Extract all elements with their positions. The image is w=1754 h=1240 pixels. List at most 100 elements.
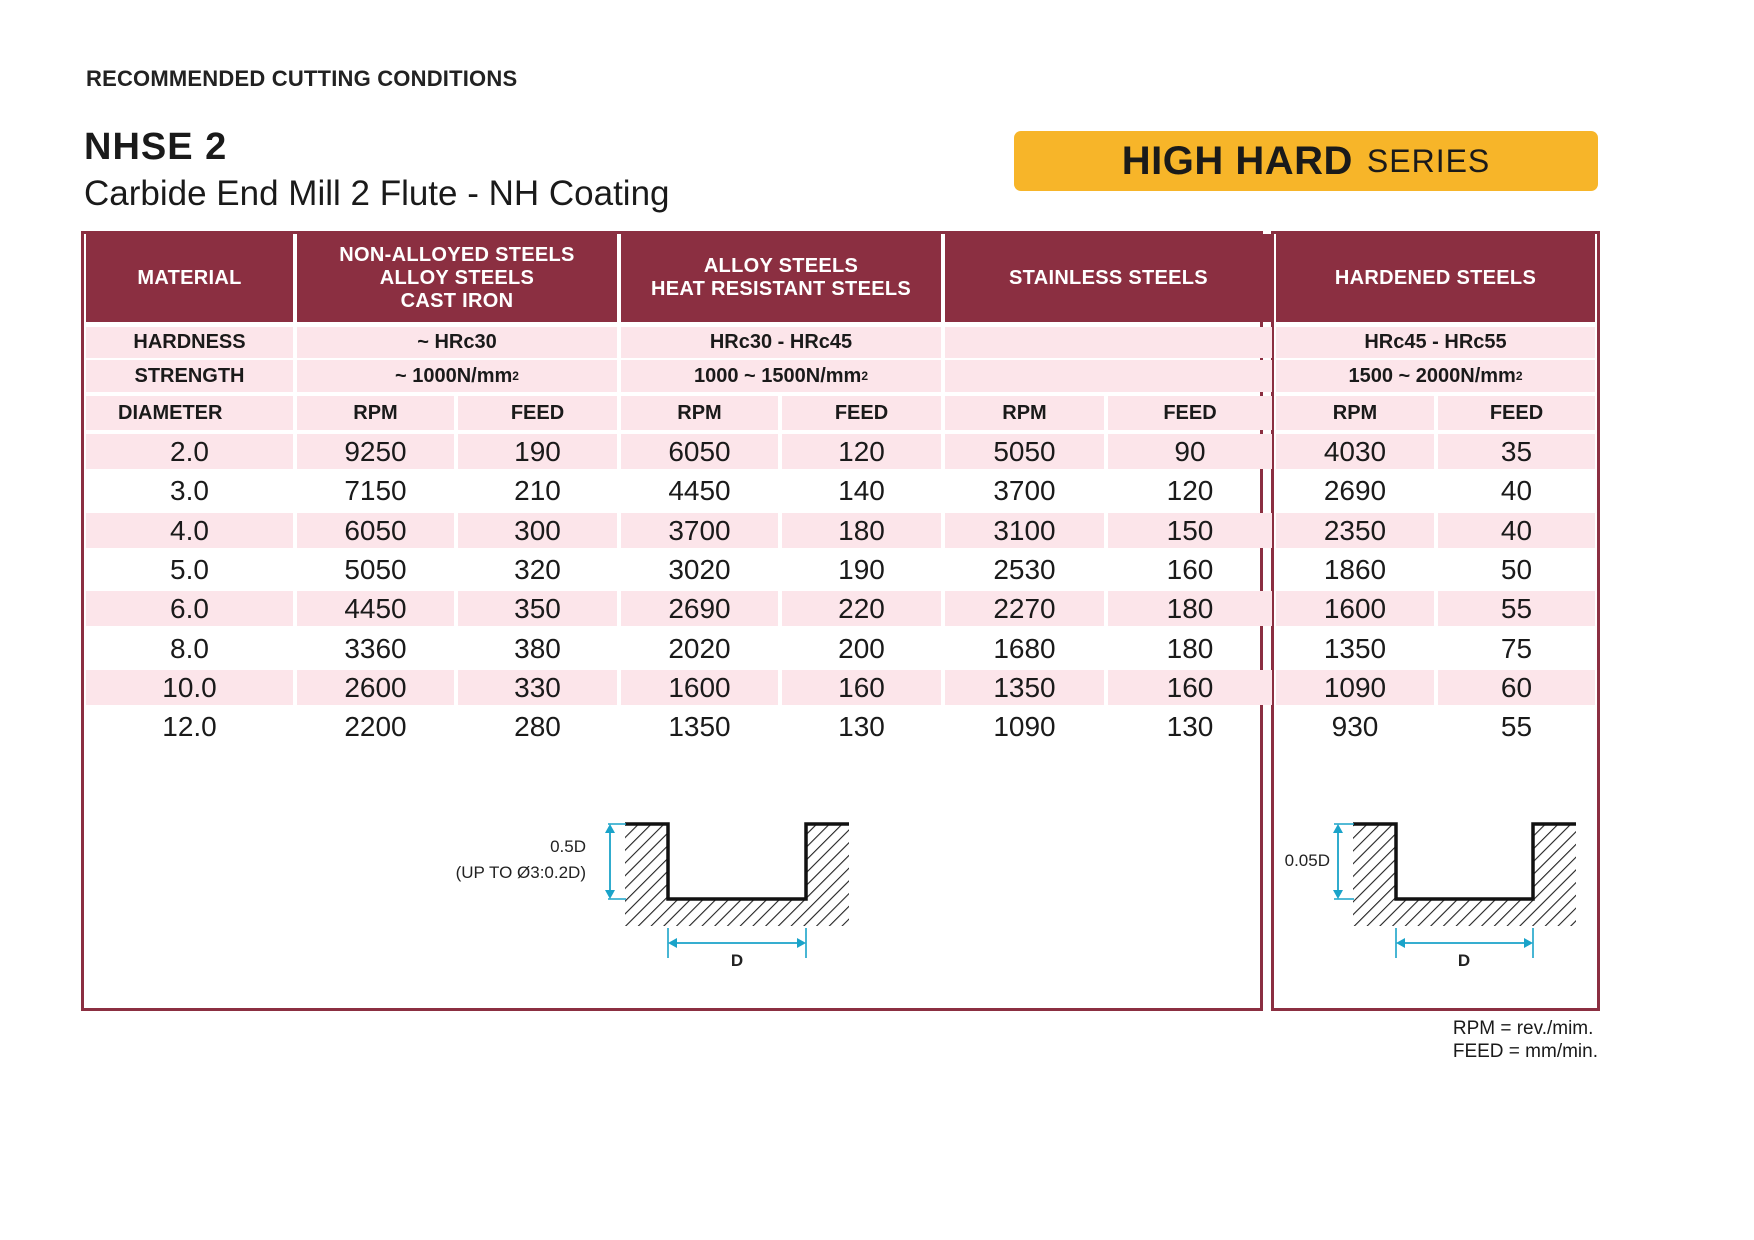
table-row-diameter: 5.0 [170, 553, 209, 585]
feed-cell: 330 [458, 670, 617, 705]
page-heading: RECOMMENDED CUTTING CONDITIONS [86, 66, 518, 91]
slot-profile [625, 822, 849, 901]
rpm-cell: 5050 [344, 553, 407, 585]
feed-cell: 160 [1108, 670, 1272, 705]
rpm-header: RPM [1276, 396, 1434, 430]
feed-cell: 75 [1500, 632, 1533, 664]
feed-header: FEED [458, 396, 617, 430]
series-badge-name: HIGH HARD [1121, 138, 1353, 183]
rpm-cell: 4030 [1276, 434, 1434, 469]
rpm-header: RPM [945, 396, 1104, 430]
feed-header: FEED [782, 396, 941, 430]
rpm-cell: 2270 [945, 591, 1104, 626]
hardness-value [945, 327, 1272, 358]
hardness-value: HRc30 - HRc45 [621, 327, 941, 358]
feed-cell: 380 [514, 632, 561, 664]
workpiece-hatch [625, 824, 849, 926]
rpm-cell: 9250 [297, 434, 454, 469]
feed-cell: 90 [1108, 434, 1272, 469]
slot-profile [1353, 822, 1576, 901]
feed-unit: FEED = mm/min. [1452, 1041, 1598, 1062]
table-row-diameter: 8.0 [170, 632, 209, 664]
feed-cell: 120 [782, 434, 941, 469]
feed-cell: 180 [782, 513, 941, 548]
feed-cell: 180 [1108, 591, 1272, 626]
rpm-cell: 1860 [1323, 553, 1387, 585]
feed-cell: 130 [1166, 710, 1214, 742]
rpm-cell: 5050 [945, 434, 1104, 469]
rpm-cell: 3700 [621, 513, 778, 548]
strength-value: 1000 ~ 1500N/mm 2 [621, 360, 941, 392]
feed-cell: 160 [782, 670, 941, 705]
rpm-cell: 2020 [668, 632, 731, 664]
feed-cell: 40 [1438, 513, 1595, 548]
rpm-unit: RPM = rev./mim. [1452, 1018, 1594, 1039]
rpm-cell: 1350 [945, 670, 1104, 705]
feed-cell: 320 [514, 553, 561, 585]
feed-cell: 280 [514, 710, 561, 742]
material-group-header: HARDENED STEELS [1276, 234, 1595, 322]
feed-cell: 120 [1166, 474, 1214, 506]
width-label: D [731, 951, 743, 970]
feed-cell: 140 [838, 474, 885, 506]
rpm-cell: 3360 [344, 632, 407, 664]
strength-value [945, 360, 1272, 392]
feed-cell: 210 [514, 474, 561, 506]
workpiece-hatch [1353, 824, 1576, 926]
rpm-cell: 1680 [993, 632, 1056, 664]
strength-label: STRENGTH [86, 360, 293, 392]
rpm-cell: 2530 [993, 553, 1056, 585]
rpm-cell: 3020 [668, 553, 731, 585]
rpm-cell: 1090 [993, 710, 1056, 742]
product-subtitle: Carbide End Mill 2 Flute - NH Coating [84, 174, 670, 213]
hardened-slot-diagram: 0.05D D [1285, 822, 1576, 970]
slot-depth-diagram: 0.5D (UP TO Ø3:0.2D) D [456, 822, 849, 970]
rpm-cell: 2690 [1323, 474, 1387, 506]
rpm-cell: 3700 [993, 474, 1056, 506]
table-row-diameter: 6.0 [86, 591, 293, 626]
rpm-header: RPM [621, 396, 778, 430]
hardness-value: ~ HRc30 [297, 327, 617, 358]
feed-cell: 180 [1166, 632, 1214, 664]
depth-label: 0.05D [1285, 851, 1330, 870]
table-row-diameter: 10.0 [86, 670, 293, 705]
feed-cell: 160 [1166, 553, 1214, 585]
feed-cell: 190 [838, 553, 885, 585]
rpm-cell: 2350 [1276, 513, 1434, 548]
feed-cell: 35 [1438, 434, 1595, 469]
material-group-header: NON-ALLOYED STEELS ALLOY STEELS CAST IRON [297, 234, 617, 322]
rpm-cell: 930 [1331, 710, 1379, 742]
rpm-cell: 1090 [1276, 670, 1434, 705]
feed-cell: 40 [1500, 474, 1533, 506]
rpm-cell: 1350 [668, 710, 731, 742]
rpm-cell: 1600 [1276, 591, 1434, 626]
rpm-cell: 3100 [945, 513, 1104, 548]
feed-cell: 350 [458, 591, 617, 626]
feed-cell: 55 [1500, 710, 1533, 742]
table-row-diameter: 3.0 [170, 474, 209, 506]
rpm-cell: 4450 [297, 591, 454, 626]
rpm-cell: 7150 [344, 474, 407, 506]
diameter-header: DIAMETER [86, 396, 293, 430]
rpm-cell: 2200 [344, 710, 407, 742]
feed-cell: 300 [458, 513, 617, 548]
rpm-cell: 6050 [297, 513, 454, 548]
material-group-header: STAINLESS STEELS [945, 234, 1272, 322]
feed-cell: 60 [1438, 670, 1595, 705]
feed-cell: 190 [458, 434, 617, 469]
feed-cell: 55 [1438, 591, 1595, 626]
strength-value: ~ 1000N/mm 2 [297, 360, 617, 392]
rpm-cell: 1600 [621, 670, 778, 705]
feed-cell: 130 [838, 710, 885, 742]
hardness-label: HARDNESS [86, 327, 293, 358]
feed-cell: 200 [838, 632, 885, 664]
width-label: D [1458, 951, 1470, 970]
model-code: NHSE 2 [84, 126, 228, 168]
material-header: MATERIAL [86, 234, 293, 322]
table-row-diameter: 2.0 [86, 434, 293, 469]
table-row-diameter: 12.0 [162, 710, 217, 742]
feed-cell: 220 [782, 591, 941, 626]
series-badge-suffix: SERIES [1366, 142, 1491, 179]
feed-cell: 150 [1108, 513, 1272, 548]
rpm-cell: 2690 [621, 591, 778, 626]
